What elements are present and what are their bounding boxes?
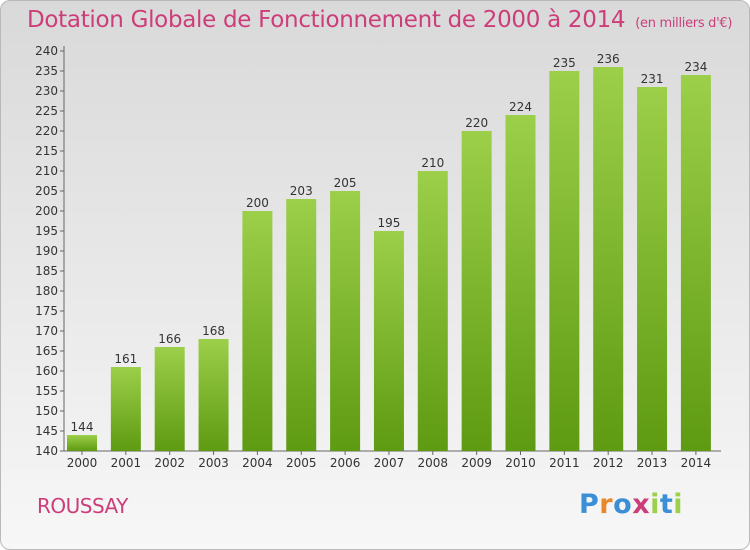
y-tick-label: 205: [35, 184, 58, 198]
x-tick-label: 2010: [505, 456, 536, 470]
bar: [549, 71, 580, 451]
bar: [373, 231, 404, 451]
bar-value-label: 220: [465, 116, 488, 130]
bar-value-label: 144: [71, 420, 94, 434]
x-tick-label: 2002: [154, 456, 185, 470]
x-tick-label: 2014: [681, 456, 712, 470]
y-tick-label: 235: [35, 64, 58, 78]
bar-value-label: 234: [684, 60, 707, 74]
bar-value-label: 195: [377, 216, 400, 230]
y-tick-label: 230: [35, 84, 58, 98]
logo-letter: t: [659, 489, 674, 520]
y-tick-label: 165: [35, 344, 58, 358]
y-tick-label: 145: [35, 424, 58, 438]
bar: [286, 199, 317, 451]
y-tick-label: 155: [35, 384, 58, 398]
y-tick-label: 160: [35, 364, 58, 378]
x-tick-label: 2009: [461, 456, 492, 470]
y-tick-label: 200: [35, 204, 58, 218]
x-tick-label: 2003: [198, 456, 229, 470]
bar: [680, 75, 711, 451]
x-tick-label: 2013: [637, 456, 668, 470]
y-tick-label: 170: [35, 324, 58, 338]
y-tick-label: 150: [35, 404, 58, 418]
bar-value-label: 200: [246, 196, 269, 210]
bar: [461, 131, 492, 451]
y-tick-label: 240: [35, 44, 58, 58]
bar-value-label: 224: [509, 100, 532, 114]
bar: [330, 191, 361, 451]
bar-value-label: 236: [597, 52, 620, 66]
y-tick-label: 175: [35, 304, 58, 318]
x-tick-label: 2001: [111, 456, 142, 470]
logo-letter: o: [613, 489, 633, 520]
y-tick-label: 195: [35, 224, 58, 238]
bar-value-label: 203: [290, 184, 313, 198]
bar-value-label: 168: [202, 324, 225, 338]
y-tick-label: 140: [35, 444, 58, 458]
x-tick-label: 2004: [242, 456, 273, 470]
logo-letter: x: [632, 489, 651, 520]
x-tick-label: 2000: [67, 456, 98, 470]
x-tick-label: 2005: [286, 456, 317, 470]
bar-value-label: 231: [641, 72, 664, 86]
title-text: Dotation Globale de Fonctionnement de 20…: [27, 7, 626, 33]
x-tick-label: 2012: [593, 456, 624, 470]
bar-value-label: 235: [553, 56, 576, 70]
bar-value-label: 210: [421, 156, 444, 170]
x-tick-label: 2008: [418, 456, 449, 470]
chart-title: Dotation Globale de Fonctionnement de 20…: [27, 7, 732, 33]
logo-letter: P: [579, 489, 600, 520]
y-tick-label: 210: [35, 164, 58, 178]
y-tick-label: 215: [35, 144, 58, 158]
bar: [242, 211, 273, 451]
bar-value-label: 166: [158, 332, 181, 346]
y-tick-label: 185: [35, 264, 58, 278]
bar: [637, 87, 668, 451]
y-tick-label: 225: [35, 104, 58, 118]
logo-letter: i: [650, 489, 660, 520]
bar: [593, 67, 624, 451]
bar-value-label: 205: [334, 176, 357, 190]
bar: [154, 347, 185, 451]
y-tick-label: 180: [35, 284, 58, 298]
x-tick-label: 2006: [330, 456, 361, 470]
y-tick-label: 220: [35, 124, 58, 138]
bar-value-label: 161: [114, 352, 137, 366]
chart-subtitle: (en milliers d'€): [635, 16, 733, 31]
bar: [505, 115, 536, 451]
bar: [198, 339, 229, 451]
x-tick-label: 2007: [374, 456, 405, 470]
bar: [67, 435, 97, 451]
bar: [110, 367, 141, 451]
bar: [417, 171, 448, 451]
commune-name: ROUSSAY: [37, 494, 128, 518]
y-tick-label: 190: [35, 244, 58, 258]
logo-letter: r: [599, 489, 614, 520]
x-tick-label: 2011: [549, 456, 580, 470]
logo-letter: i: [673, 489, 684, 520]
proxiti-logo: Proxiti: [579, 489, 683, 520]
